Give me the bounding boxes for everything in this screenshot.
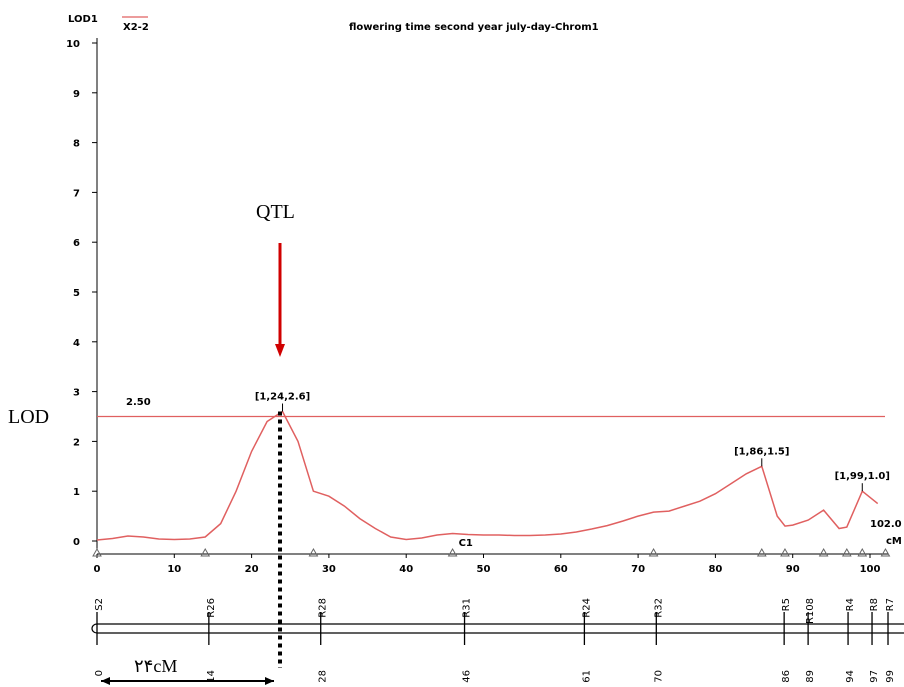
map-marker-name: R32	[653, 598, 664, 618]
qtl-arrow-head	[275, 344, 285, 357]
y-tick-label: 2	[73, 437, 80, 448]
threshold-label: 2.50	[126, 397, 151, 408]
map-marker-position: 28	[318, 670, 329, 683]
x-tick-label: 20	[245, 564, 259, 575]
marker-triangle	[818, 547, 829, 557]
x-tick-label: 90	[786, 564, 800, 575]
marker-triangle	[200, 547, 211, 557]
map-marker-position: 0	[94, 670, 105, 676]
lod-series-line	[96, 410, 879, 541]
distance-arrow-right-head	[265, 677, 274, 685]
chart-title: flowering time second year july-day-Chro…	[349, 22, 599, 33]
map-marker-name: R4	[845, 598, 856, 611]
end-position-label: 102.0	[870, 519, 902, 530]
marker-triangle	[756, 547, 767, 557]
x-tick-label: 50	[477, 564, 491, 575]
map-marker-name: R31	[462, 598, 473, 618]
x-tick-label: 60	[554, 564, 568, 575]
map-marker-name: S2	[94, 598, 105, 611]
marker-triangle	[880, 547, 891, 557]
y-tick-label: 5	[73, 288, 80, 299]
map-marker-position: 94	[845, 670, 856, 683]
y-axis-title: LOD1	[68, 14, 98, 25]
marker-triangle	[447, 547, 458, 557]
y-tick-label: 9	[73, 89, 80, 100]
y-tick-label: 3	[73, 388, 80, 399]
qtl-label: QTL	[256, 201, 295, 223]
peak-label: [1,86,1.5]	[734, 446, 789, 457]
marker-triangle	[857, 547, 868, 557]
chromosome-left-cap	[91, 623, 98, 634]
map-marker-position: 99	[885, 670, 896, 683]
marker-triangle	[780, 547, 790, 557]
map-marker-position: 61	[581, 670, 592, 683]
marker-triangle	[648, 547, 659, 557]
distance-label: ۲۴cM	[134, 656, 177, 676]
map-marker-name: R108	[805, 598, 816, 624]
map-marker-name: R5	[781, 598, 792, 611]
map-marker-position: 70	[653, 670, 664, 683]
legend-label: X2-2	[123, 22, 149, 33]
map-marker-name: R26	[206, 598, 217, 618]
map-marker-name: R7	[885, 598, 896, 611]
y-tick-label: 8	[73, 139, 80, 150]
map-marker-position: 86	[781, 670, 792, 683]
x-tick-label: 0	[94, 564, 101, 575]
marker-triangle	[841, 547, 852, 557]
map-marker-name: R8	[869, 598, 880, 611]
x-tick-label: 30	[322, 564, 336, 575]
x-tick-label: 100	[860, 564, 881, 575]
x-tick-label: 10	[167, 564, 181, 575]
x-tick-label: 80	[708, 564, 722, 575]
peak-label: [1,99,1.0]	[835, 471, 890, 482]
y-tick-label: 0	[73, 537, 80, 548]
map-marker-position: 46	[462, 670, 473, 683]
marker-triangle	[92, 547, 102, 557]
genetic-map: S2 0 R26 14 R28 28 R31 46 R24 61 R32 70 R5 86 R108 89 R4…	[91, 598, 904, 685]
map-marker-position: 97	[869, 670, 880, 683]
y-tick-label: 4	[73, 338, 80, 349]
chart-marks: [1,24,2.6] [1,86,1.5] [1,99,1.0] 102.0 C1	[96, 243, 902, 668]
map-marker-name: R28	[318, 598, 329, 618]
map-marker-position: 89	[805, 670, 816, 683]
y-tick-label: 10	[66, 39, 80, 50]
y-tick-label: 7	[73, 188, 80, 199]
marker-triangle	[308, 547, 319, 557]
x-tick-label: 70	[631, 564, 645, 575]
lod-label: LOD	[8, 406, 49, 428]
map-marker-position: 14	[206, 670, 217, 683]
distance-arrow-left-head	[101, 677, 110, 685]
x-unit-label: cM	[886, 536, 902, 547]
y-tick-label: 6	[73, 238, 80, 249]
peak-label: [1,24,2.6]	[255, 392, 310, 403]
x-tick-label: 40	[399, 564, 413, 575]
centromere-label: C1	[459, 538, 473, 549]
y-tick-label: 1	[73, 487, 80, 498]
map-marker-name: R24	[581, 598, 592, 618]
